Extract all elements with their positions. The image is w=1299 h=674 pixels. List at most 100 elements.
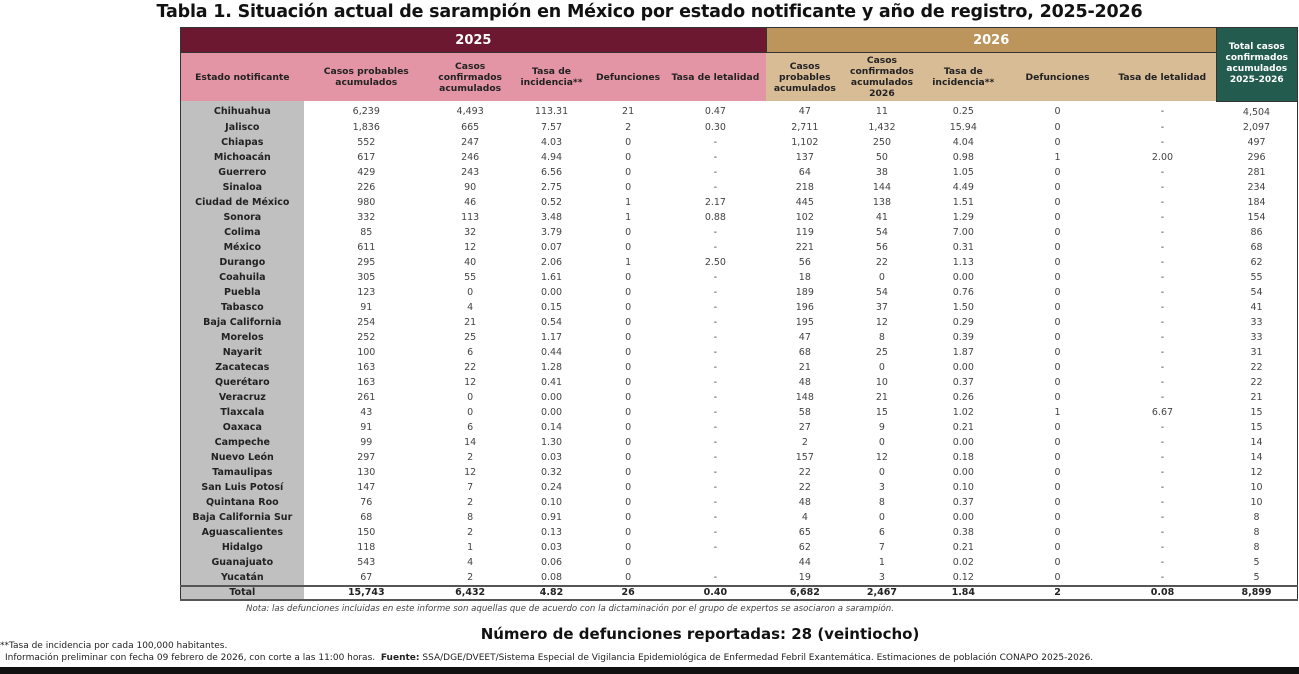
data-cell: - [1160,211,1165,223]
data-cell: 0.00 [952,361,974,373]
data-cell: 0 [625,481,632,493]
data-cell: 0 [1054,376,1061,388]
data-cell: 295 [357,256,376,268]
state-name-cell: Nuevo León [179,449,304,465]
total-confirmed-cell: 14 [1216,449,1299,465]
data-cell: 1 [625,211,632,223]
data-cell: 0 [1054,361,1061,373]
data-cell: 0.14 [540,421,563,433]
data-cell: 137 [795,151,814,163]
data-cell: - [1160,301,1165,313]
data-cell: 0.24 [540,481,563,493]
data-cell: - [1160,376,1165,388]
col-2025-probables: Casos probables acumulados [303,52,429,101]
total-row: Total 15,743 6,432 4.82 26 0.40 6,682 2,467 1.84… [179,584,1299,601]
year-header-row: 2025 2026 Total casos confirmados acumul… [180,27,1299,102]
data-cell: 0.54 [540,316,563,328]
data-cell: 0 [1054,331,1061,343]
data-cell: 100 [357,346,376,358]
data-cell: 0.00 [540,406,563,418]
year-2026-header: 2026 [765,27,1217,53]
state-name-cell: Quintana Roo [179,494,304,510]
data-cell: - [713,511,718,523]
data-cell: - [713,541,718,553]
footnote-info: Información preliminar con fecha 09 febr… [5,653,376,663]
data-cell: - [1160,286,1165,298]
table-title: Tabla 1. Situación actual de sarampión e… [156,2,1143,22]
data-cell: 4.49 [952,181,974,193]
data-cell: - [713,316,718,328]
data-cell: 3 [878,571,885,583]
data-cell: 0.47 [704,106,726,118]
total-confirmed-cell: 497 [1216,134,1299,150]
data-cell: 0.21 [952,541,974,553]
state-name-cell: Coahuila [179,269,304,285]
state-name-cell: México [179,239,304,255]
data-cell: - [1160,556,1165,568]
data-cell: 144 [872,181,891,193]
data-cell: 56 [875,241,888,253]
data-cell: - [713,496,718,508]
data-cell: 1.50 [952,301,974,313]
data-cell: 147 [357,481,376,493]
data-cell: 10 [875,376,888,388]
data-cell: 0 [1054,511,1061,523]
data-cell: 163 [357,361,376,373]
data-cell: - [713,226,718,238]
footnote-source-text: SSA/DGE/DVEET/Sistema Especial de Vigila… [422,653,1094,663]
data-cell: 0.29 [952,316,974,328]
data-cell: - [1160,256,1165,268]
data-cell: 1 [625,256,632,268]
data-cell: 0.44 [540,346,563,358]
data-cell: 6.56 [540,166,563,178]
data-cell: 19 [798,571,811,583]
data-cell: 0 [1054,286,1061,298]
state-name-cell: Nayarit [179,344,304,360]
data-cell: 0 [625,301,632,313]
data-cell: 76 [360,496,373,508]
data-cell: 2.17 [704,196,726,208]
data-cell: 0 [625,541,632,553]
total-confirmed-cell: 15 [1216,419,1299,435]
table-row: Baja California 254 21 0.54 0 - 195 12 0.29 0 - 33 [179,314,1299,330]
col-2025-defunciones: Defunciones [591,52,665,101]
data-cell: 0.03 [540,451,563,463]
table-row: Tlaxcala 43 0 0.00 0 - 58 15 1.02 1 6.67 15 [179,404,1299,420]
data-cell: 2 [467,526,474,538]
data-cell: 2 [467,496,474,508]
table-row: Michoacán 617 246 4.94 0 - 137 50 0.98 1 2.00 296 [179,149,1299,165]
total-confirmed-cell: 8 [1216,524,1299,540]
note-text: Nota: las defunciones incluidas en este … [246,604,894,614]
total-confirmed-cell: 5 [1216,554,1299,570]
table-row: Sinaloa 226 90 2.75 0 - 218 144 4.49 0 - 234 [179,179,1299,195]
state-name-cell: Morelos [179,329,304,345]
total-confirmed-header: Total casos confirmados acumulados 2025-… [1215,27,1299,102]
data-cell: - [713,526,718,538]
data-cell: 1 [467,541,474,553]
data-cell: 0.02 [952,556,974,568]
data-cell: 0 [625,421,632,433]
total-confirmed-cell: 22 [1216,374,1299,390]
data-cell: 14 [464,436,477,448]
table-row: Yucatán 67 2 0.08 0 - 19 3 0.12 0 - 5 [179,569,1299,586]
data-cell: 0.76 [952,286,974,298]
data-cell: 6 [467,421,474,433]
data-cell: 2.06 [540,256,563,268]
data-cell: 0.38 [952,526,974,538]
data-cell: 91 [360,301,373,313]
data-cell: 3 [878,481,885,493]
data-cell: 8 [878,496,885,508]
data-cell: 130 [357,466,376,478]
data-cell: 1.61 [540,271,563,283]
data-cell: 0.13 [540,526,563,538]
data-cell: 62 [798,541,811,553]
data-cell: 4.82 [511,584,592,601]
total-confirmed-cell: 41 [1216,299,1299,315]
state-name-cell: Chihuahua [179,101,304,120]
data-cell: 12 [464,376,477,388]
data-cell: 67 [360,571,373,583]
data-cell: 250 [872,136,891,148]
data-cell: - [1160,496,1165,508]
state-name-cell: Baja California [179,314,304,330]
data-cell: 1.87 [952,346,974,358]
